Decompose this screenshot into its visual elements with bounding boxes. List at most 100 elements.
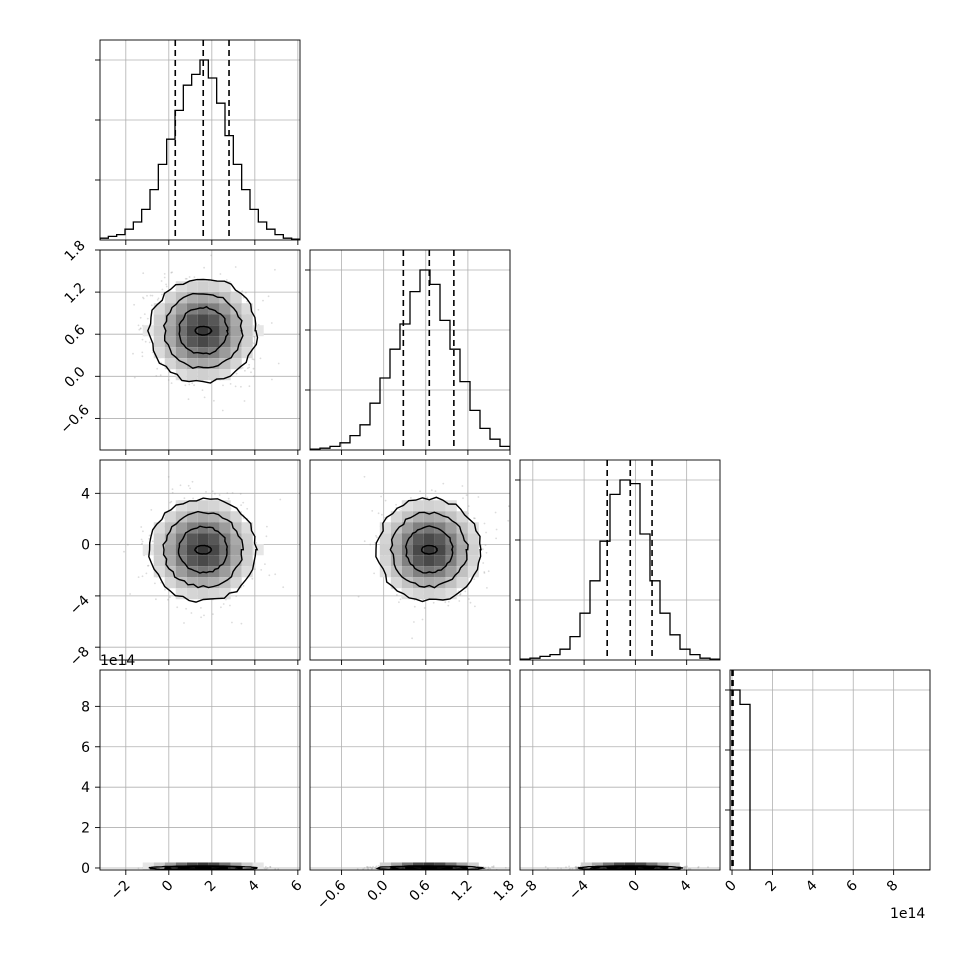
scatter-point — [444, 601, 447, 604]
density-cell — [230, 358, 242, 370]
panel-r2-c0: −8−404 — [67, 459, 301, 670]
density-cell — [197, 511, 209, 523]
histogram-step — [730, 689, 930, 870]
scatter-point — [251, 358, 254, 360]
scatter-point — [142, 296, 144, 299]
scatter-point — [366, 866, 368, 868]
density-cell — [412, 566, 424, 578]
scatter-point — [240, 504, 243, 506]
scatter-point — [627, 871, 629, 873]
scatter-point — [575, 865, 577, 868]
scatter-point — [159, 374, 162, 377]
scatter-point — [423, 498, 425, 501]
panel-r0-c0 — [95, 39, 301, 245]
panel-content — [123, 476, 285, 625]
scatter-point — [151, 294, 154, 297]
scatter-point — [205, 491, 207, 493]
scatter-point — [193, 276, 196, 278]
density-cell — [197, 281, 209, 293]
scatter-point — [381, 513, 383, 516]
scatter-point — [129, 593, 132, 595]
scatter-point — [231, 621, 233, 624]
density-cell — [208, 281, 220, 293]
scatter-point — [203, 266, 206, 269]
scatter-point — [488, 867, 490, 870]
density-cell — [230, 292, 242, 304]
scatter-point — [575, 867, 577, 870]
scatter-point — [141, 575, 144, 578]
scatter-point — [495, 528, 498, 531]
scatter-point — [277, 362, 280, 365]
scatter-point — [253, 342, 255, 345]
scatter-point — [575, 866, 578, 869]
scatter-point — [242, 585, 245, 587]
scatter-point — [253, 375, 255, 378]
density-cell — [186, 347, 198, 359]
scatter-point — [269, 866, 272, 868]
contour-line — [147, 278, 259, 384]
density-cell — [456, 522, 468, 534]
scatter-point — [396, 594, 398, 596]
scatter-point — [473, 517, 475, 520]
scatter-point — [203, 614, 205, 617]
scatter-point — [683, 867, 686, 870]
scatter-point — [513, 867, 515, 869]
density-cell — [423, 544, 435, 556]
y-tick-label: 6 — [81, 740, 90, 756]
scatter-point — [486, 587, 488, 589]
scatter-point — [234, 385, 237, 388]
density-cell — [230, 566, 242, 578]
scatter-point — [265, 867, 268, 870]
density-cell — [208, 303, 220, 315]
scatter-point — [141, 355, 144, 358]
scatter-point — [371, 867, 374, 870]
scatter-point — [375, 865, 378, 868]
scatter-point — [169, 501, 172, 504]
scatter-point — [148, 534, 151, 537]
scatter-point — [504, 866, 507, 869]
scatter-point — [164, 588, 166, 591]
scatter-point — [184, 384, 187, 387]
x-tick-label: 1.8 — [491, 878, 518, 905]
scatter-point — [483, 572, 486, 574]
density-cell — [445, 511, 457, 523]
scatter-point — [218, 494, 221, 496]
scatter-point — [144, 340, 147, 343]
scatter-point — [483, 571, 486, 573]
scatter-point — [575, 867, 578, 870]
scatter-point — [170, 271, 173, 274]
density-cell — [153, 325, 165, 337]
density-cell — [241, 555, 253, 567]
density-cell — [186, 566, 198, 578]
scatter-point — [474, 605, 476, 608]
scatter-point — [245, 291, 247, 294]
density-cell — [164, 544, 176, 556]
x-tick-label: −8 — [515, 878, 541, 904]
density-cell — [456, 533, 468, 545]
scatter-point — [266, 525, 268, 528]
density-cell — [467, 522, 479, 534]
y-tick-label: 2 — [81, 821, 90, 837]
density-cell — [219, 325, 231, 337]
density-cell — [186, 369, 198, 381]
scatter-point — [212, 613, 214, 615]
x-tick-label: 0 — [722, 878, 740, 896]
x-tick-label: −2 — [108, 878, 134, 904]
scatter-point — [167, 476, 170, 478]
density-cell — [401, 522, 413, 534]
density-cell — [390, 566, 402, 578]
density-cell — [164, 566, 176, 578]
scatter-point — [255, 542, 258, 544]
density-cell — [219, 281, 231, 293]
scatter-point — [192, 497, 195, 500]
density-cell — [423, 588, 435, 600]
scatter-point — [163, 276, 166, 279]
scatter-point — [687, 867, 690, 870]
panel-frame — [309, 459, 511, 661]
scatter-point — [190, 612, 193, 614]
density-cell — [175, 500, 187, 512]
density-cell — [241, 336, 253, 348]
scatter-point — [183, 497, 186, 500]
scatter-point — [547, 867, 549, 870]
panel-content — [520, 460, 720, 660]
